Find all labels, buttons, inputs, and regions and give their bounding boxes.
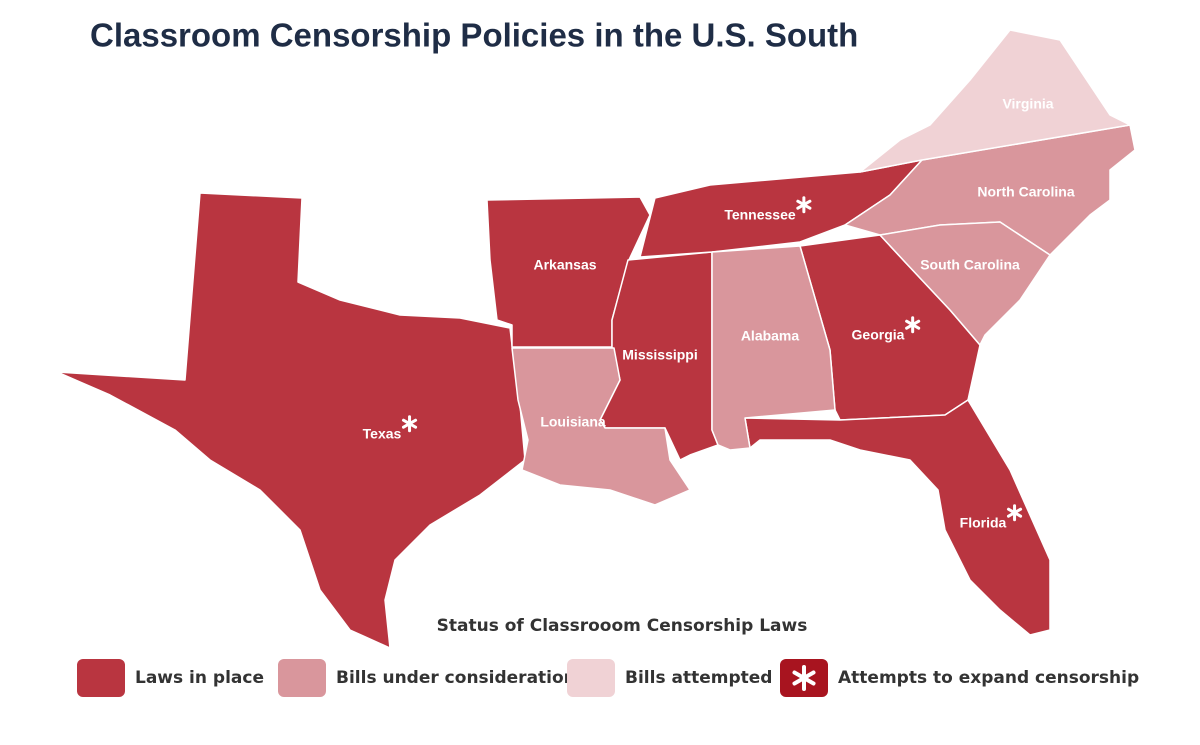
asterisk-stroke	[796, 199, 812, 210]
state-label: Tennessee	[724, 207, 796, 223]
state-label: Arkansas	[533, 257, 596, 273]
asterisk-stroke	[1006, 507, 1023, 518]
legend: Laws in place Bills under consideration Bi…	[77, 659, 1139, 697]
state-label: Texas	[363, 426, 402, 442]
state: South Carolina	[879, 221, 1051, 346]
asterisk-icon	[1006, 504, 1023, 522]
state-shape	[879, 221, 1051, 346]
legend-swatch	[77, 659, 125, 697]
legend-label: Bills under consideration	[336, 668, 576, 688]
asterisk-icon	[796, 196, 812, 214]
state: Alabama	[711, 245, 836, 451]
state-shape	[744, 399, 1051, 636]
state-label: Georgia	[852, 327, 905, 343]
state-label: North Carolina	[977, 184, 1074, 200]
legend-label: Bills attempted	[625, 668, 772, 688]
state: Louisiana	[511, 347, 691, 506]
state-label: Virginia	[1002, 96, 1053, 112]
legend-label: Laws in place	[135, 668, 264, 688]
legend-title: Status of Classrooom Censorship Laws	[437, 616, 808, 636]
asterisk-stroke	[401, 418, 418, 429]
state-shape	[711, 245, 836, 451]
state: Mississippi	[599, 251, 719, 461]
state: Virginia	[859, 29, 1131, 173]
asterisk-icon	[792, 665, 816, 691]
state-shape	[56, 192, 526, 649]
state-label: Florida	[960, 515, 1007, 531]
asterisk-stroke	[792, 670, 816, 686]
state-label: Alabama	[741, 328, 800, 344]
state-label: South Carolina	[920, 257, 1020, 273]
legend-swatch	[567, 659, 615, 697]
asterisk-icon	[905, 316, 921, 334]
state-shape	[859, 29, 1131, 173]
legend-swatch	[278, 659, 326, 697]
legend-label: Attempts to expand censorship	[838, 668, 1139, 688]
state-shape	[511, 347, 691, 506]
title: Classroom Censorship Policies in the U.S…	[90, 17, 858, 54]
state-label: Louisiana	[540, 414, 606, 430]
state-label: Mississippi	[622, 347, 697, 363]
asterisk-icon	[401, 415, 418, 433]
state: Florida	[744, 399, 1051, 636]
asterisk-stroke	[905, 319, 921, 330]
state: Texas	[56, 192, 526, 649]
